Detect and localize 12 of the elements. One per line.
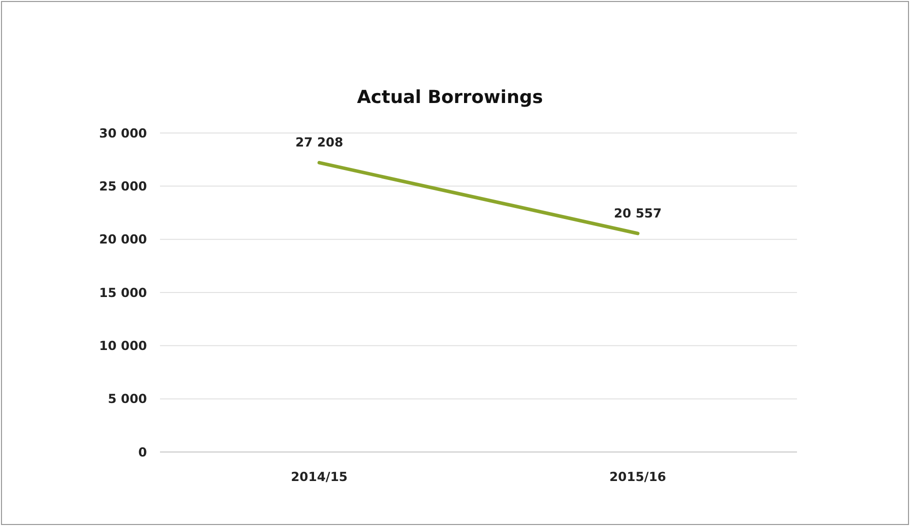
y-tick-label: 25 000 bbox=[99, 178, 148, 194]
y-tick-label: 30 000 bbox=[99, 125, 148, 140]
y-tick-label: 15 000 bbox=[99, 284, 148, 300]
y-tick-label: 0 bbox=[138, 444, 148, 460]
x-tick-label: 2015/16 bbox=[609, 469, 666, 484]
y-tick-label: 10 000 bbox=[99, 338, 148, 354]
y-tick-label: 20 000 bbox=[99, 232, 148, 247]
y-tick-label: 5 000 bbox=[108, 391, 148, 406]
x-tick-label: 2014/15 bbox=[290, 469, 348, 484]
data-label: 20 557 bbox=[614, 205, 662, 220]
chart-title: Actual Borrowings bbox=[356, 87, 544, 108]
data-label: 27 208 bbox=[295, 134, 344, 150]
